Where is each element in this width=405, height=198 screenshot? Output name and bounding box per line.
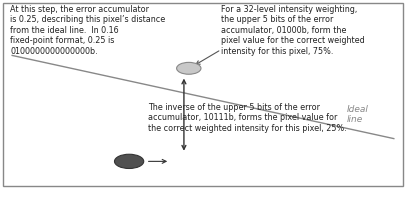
Text: Ideal
line: Ideal line (346, 105, 368, 124)
Text: For a 32-level intensity weighting,
the upper 5 bits of the error
accumulator, 0: For a 32-level intensity weighting, the … (221, 5, 364, 56)
FancyBboxPatch shape (3, 3, 402, 186)
Circle shape (176, 62, 200, 74)
Circle shape (114, 154, 143, 168)
Text: At this step, the error accumulator
is 0.25, describing this pixel’s distance
fr: At this step, the error accumulator is 0… (10, 5, 165, 56)
Text: The inverse of the upper 5 bits of the error
accumulator, 10111b, forms the pixe: The inverse of the upper 5 bits of the e… (148, 103, 346, 133)
